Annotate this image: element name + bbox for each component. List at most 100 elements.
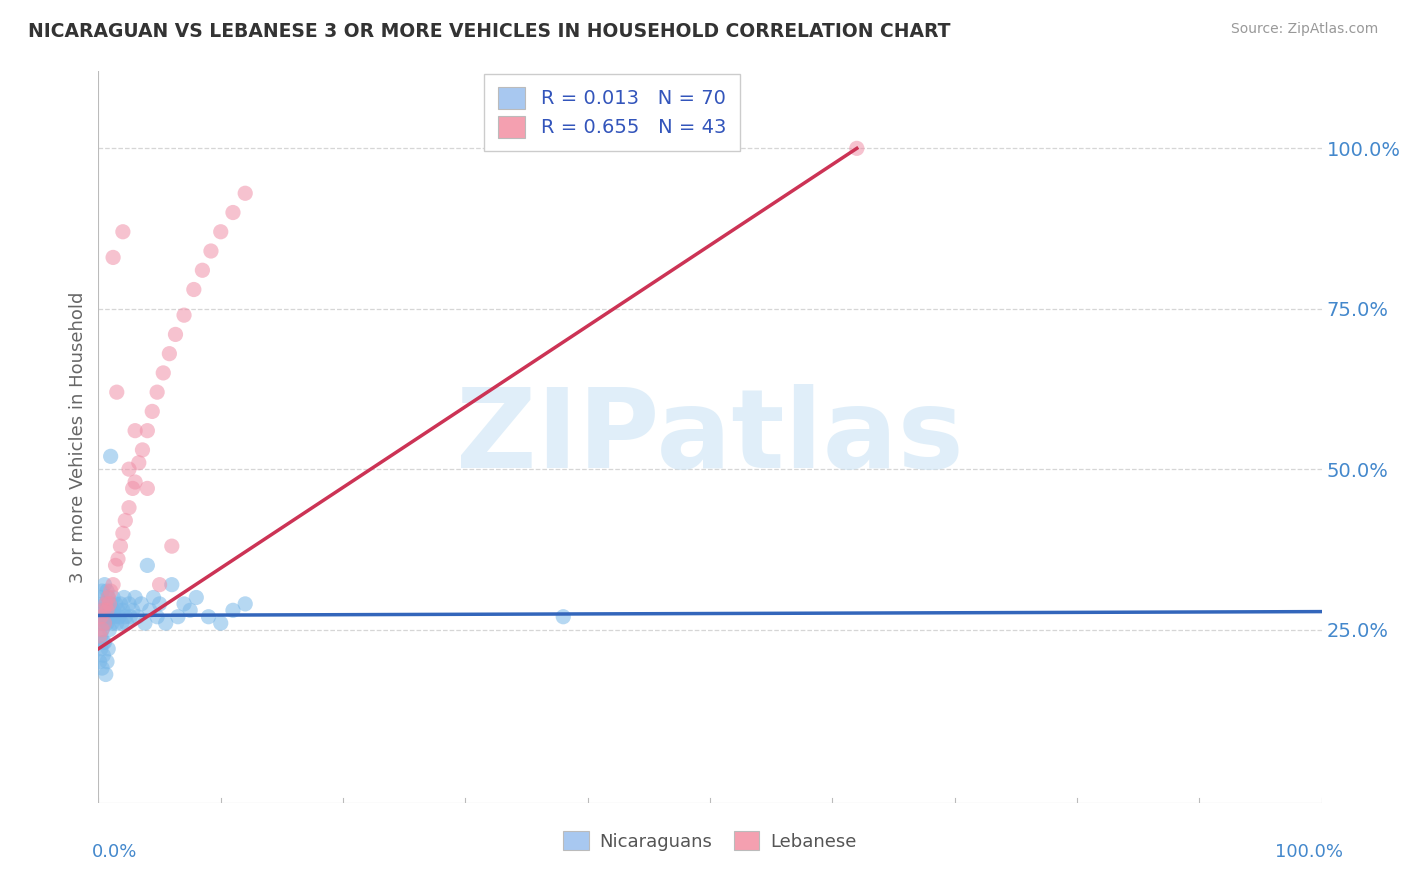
Point xyxy=(112,591,135,605)
Point xyxy=(149,597,172,611)
Text: 0.0%: 0.0% xyxy=(91,843,136,861)
Point xyxy=(136,482,159,496)
Point xyxy=(157,346,180,360)
Point xyxy=(96,584,118,599)
Point xyxy=(104,597,127,611)
Point xyxy=(105,385,128,400)
Point xyxy=(108,609,131,624)
Point xyxy=(90,591,112,605)
Point xyxy=(90,641,112,656)
Point xyxy=(90,629,112,643)
Point xyxy=(160,577,183,591)
Point xyxy=(107,552,129,566)
Point xyxy=(160,539,183,553)
Point xyxy=(222,205,245,219)
Point xyxy=(128,456,150,470)
Point xyxy=(93,577,115,591)
Point xyxy=(107,603,129,617)
Point xyxy=(91,623,114,637)
Point xyxy=(197,609,219,624)
Point xyxy=(110,539,132,553)
Point xyxy=(142,591,165,605)
Point xyxy=(141,404,163,418)
Point xyxy=(233,186,256,201)
Point xyxy=(155,616,177,631)
Point xyxy=(103,609,125,624)
Point xyxy=(118,462,141,476)
Point xyxy=(124,424,146,438)
Text: 100.0%: 100.0% xyxy=(1275,843,1343,861)
Point xyxy=(179,603,201,617)
Point xyxy=(845,141,868,155)
Point xyxy=(98,597,121,611)
Point xyxy=(100,450,122,464)
Point xyxy=(114,609,136,624)
Point xyxy=(89,655,111,669)
Point xyxy=(91,603,114,617)
Point xyxy=(97,609,120,624)
Point xyxy=(97,591,120,605)
Point xyxy=(111,225,134,239)
Point xyxy=(93,616,115,631)
Point xyxy=(124,475,146,489)
Point xyxy=(100,584,122,599)
Point xyxy=(200,244,222,258)
Point xyxy=(186,591,208,605)
Point xyxy=(131,442,153,457)
Point xyxy=(101,251,124,265)
Point xyxy=(101,616,124,631)
Point xyxy=(97,591,120,605)
Point xyxy=(114,514,136,528)
Point xyxy=(104,558,127,573)
Point xyxy=(89,616,111,631)
Y-axis label: 3 or more Vehicles in Household: 3 or more Vehicles in Household xyxy=(69,292,87,582)
Point xyxy=(233,597,256,611)
Point xyxy=(91,623,114,637)
Point xyxy=(121,603,143,617)
Point xyxy=(110,597,132,611)
Point xyxy=(222,603,245,617)
Point xyxy=(90,609,112,624)
Point xyxy=(134,616,156,631)
Point xyxy=(120,609,142,624)
Point xyxy=(93,635,115,649)
Point xyxy=(191,263,214,277)
Point xyxy=(167,609,190,624)
Point xyxy=(111,616,134,631)
Point xyxy=(105,616,128,631)
Point xyxy=(91,635,114,649)
Point xyxy=(129,597,152,611)
Point xyxy=(111,526,134,541)
Point xyxy=(94,597,117,611)
Point xyxy=(91,609,114,624)
Point xyxy=(91,597,114,611)
Point xyxy=(139,603,162,617)
Legend: Nicaraguans, Lebanese: Nicaraguans, Lebanese xyxy=(554,822,866,860)
Point xyxy=(101,591,124,605)
Point xyxy=(121,482,143,496)
Point xyxy=(124,591,146,605)
Point xyxy=(183,283,205,297)
Point xyxy=(98,623,121,637)
Point xyxy=(91,584,114,599)
Point xyxy=(118,597,141,611)
Point xyxy=(91,648,114,663)
Point xyxy=(90,609,112,624)
Point xyxy=(96,603,118,617)
Point xyxy=(173,597,195,611)
Point xyxy=(91,661,114,675)
Point xyxy=(98,603,121,617)
Point xyxy=(136,424,159,438)
Point xyxy=(101,603,124,617)
Point xyxy=(91,603,114,617)
Point xyxy=(209,225,232,239)
Point xyxy=(94,609,117,624)
Point xyxy=(149,577,172,591)
Point xyxy=(94,667,117,681)
Point xyxy=(127,609,149,624)
Point xyxy=(115,616,138,631)
Point xyxy=(96,655,118,669)
Point xyxy=(89,629,111,643)
Point xyxy=(94,597,117,611)
Point xyxy=(111,603,134,617)
